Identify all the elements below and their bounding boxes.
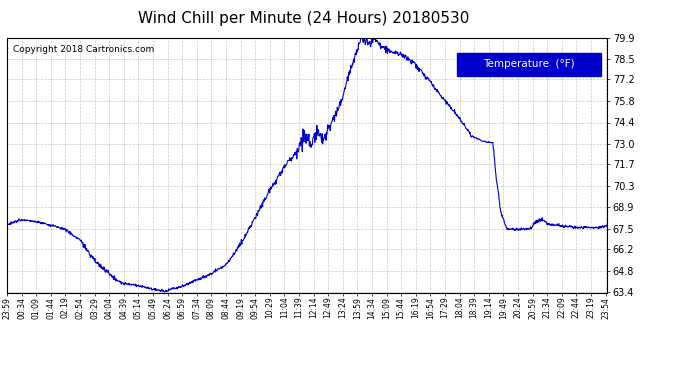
Text: Wind Chill per Minute (24 Hours) 20180530: Wind Chill per Minute (24 Hours) 2018053… [138, 11, 469, 26]
FancyBboxPatch shape [457, 53, 601, 76]
Text: Copyright 2018 Cartronics.com: Copyright 2018 Cartronics.com [13, 45, 154, 54]
Text: Temperature  (°F): Temperature (°F) [484, 59, 575, 69]
